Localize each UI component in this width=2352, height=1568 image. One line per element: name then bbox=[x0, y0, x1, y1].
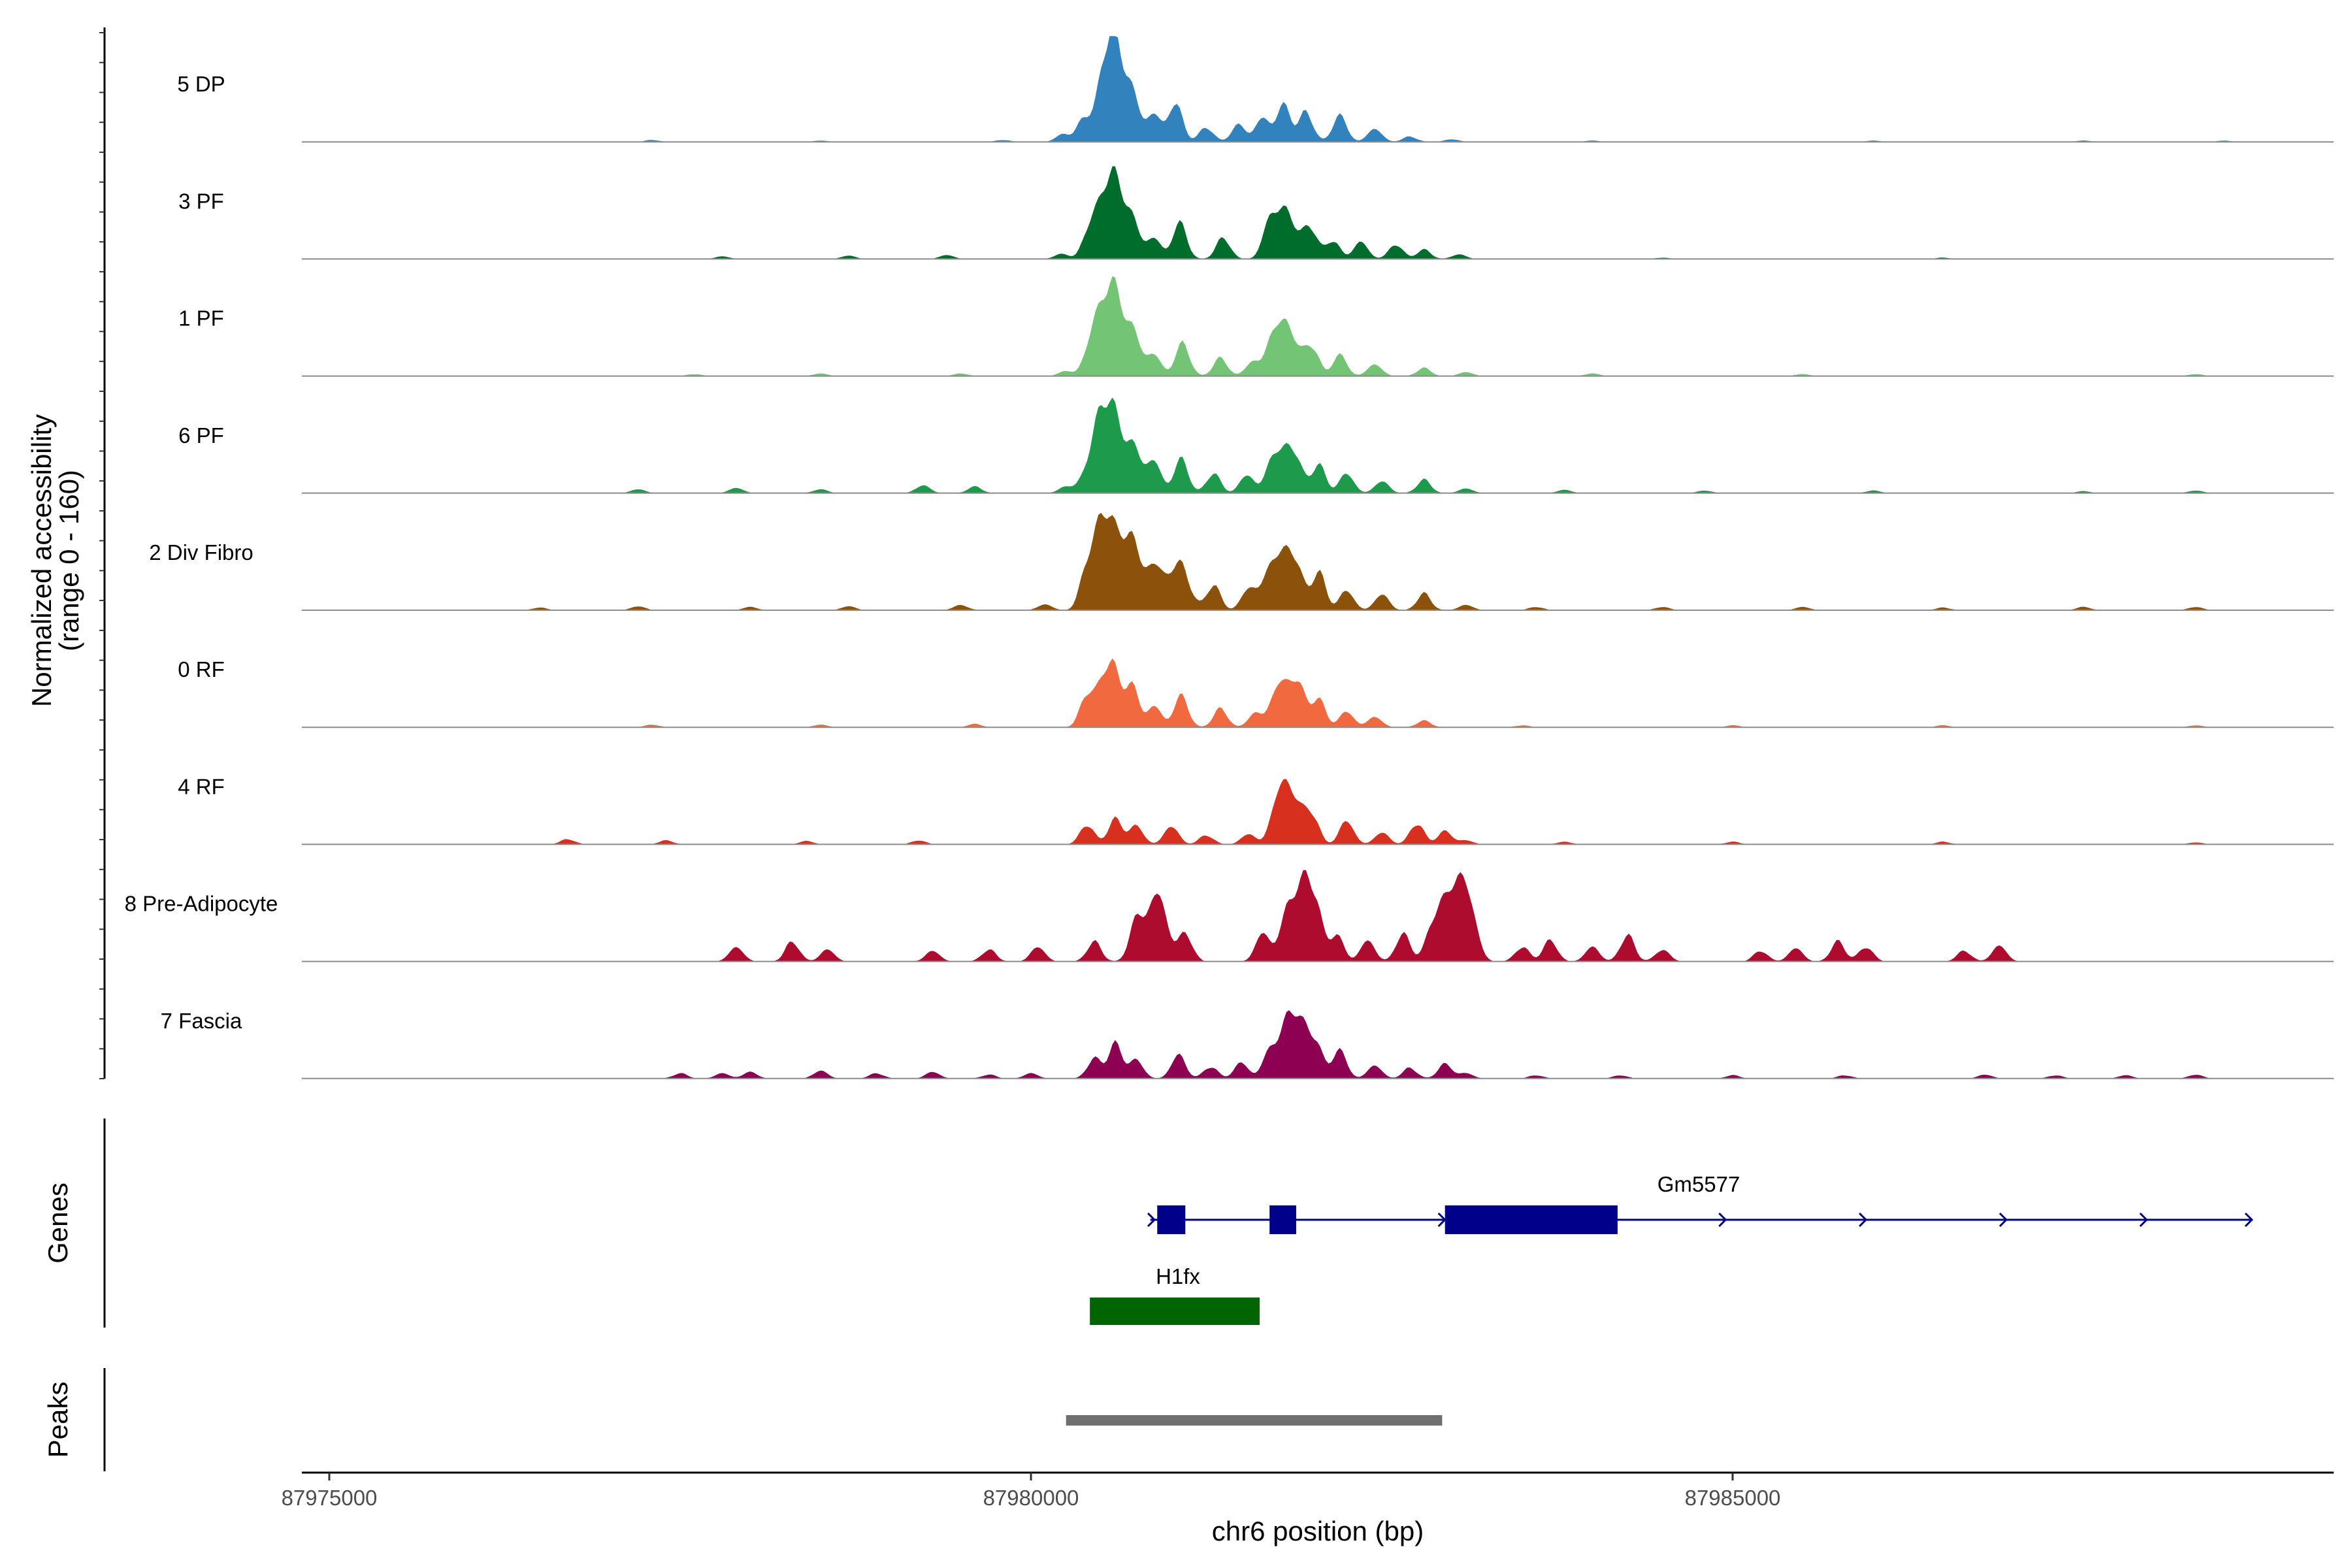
genes-track-title: Genes bbox=[42, 1183, 73, 1264]
coverage-track-5-dp: 5 DP bbox=[177, 36, 2334, 143]
track-label-8-pre-adipocyte: 8 Pre-Adipocyte bbox=[125, 892, 278, 916]
track-label-4-rf: 4 RF bbox=[178, 774, 225, 798]
strand-arrow bbox=[1147, 1212, 1156, 1228]
gene-h1fx: H1fx bbox=[1090, 1264, 1260, 1325]
peaks-track bbox=[1066, 1415, 1443, 1426]
strand-arrow bbox=[2244, 1212, 2253, 1228]
peaks-track-title: Peaks bbox=[42, 1382, 73, 1458]
coverage-track-1-pf: 1 PF bbox=[178, 276, 2334, 377]
coverage-track-3-pf: 3 PF bbox=[178, 166, 2334, 260]
track-label-2-div-fibro: 2 Div Fibro bbox=[149, 540, 253, 564]
peak-region bbox=[1066, 1415, 1443, 1426]
coverage-track-2-div-fibro: 2 Div Fibro bbox=[149, 513, 2334, 611]
coverage-track-6-pf: 6 PF bbox=[178, 397, 2334, 494]
y-axis-title-line-1: Normalized accessibility bbox=[26, 414, 57, 707]
x-tick-label: 87985000 bbox=[1685, 1486, 1781, 1510]
x-tick-label: 87980000 bbox=[983, 1486, 1079, 1510]
track-label-0-rf: 0 RF bbox=[178, 657, 225, 681]
gene-exon bbox=[1157, 1205, 1186, 1234]
strand-arrow bbox=[1437, 1212, 1446, 1228]
coverage-track-7-fascia: 7 Fascia bbox=[161, 1009, 2334, 1079]
coverage-track-8-pre-adipocyte: 8 Pre-Adipocyte bbox=[125, 870, 2334, 962]
genes-track: Gm5577 H1fx bbox=[1090, 1172, 2253, 1325]
gene-exon bbox=[1445, 1205, 1618, 1234]
gene-label-h1fx: H1fx bbox=[1156, 1264, 1200, 1288]
x-axis-ticks: 87975000 87980000 87985000 bbox=[282, 1473, 1781, 1510]
strand-arrow bbox=[2139, 1212, 2148, 1228]
coverage-y-axis bbox=[99, 27, 106, 1079]
strand-arrow bbox=[1858, 1212, 1868, 1228]
y-axis-title-line-2: (range 0 - 160) bbox=[54, 470, 84, 651]
gene-exon bbox=[1269, 1205, 1296, 1234]
gene-label-gm5577: Gm5577 bbox=[1658, 1172, 1740, 1196]
strand-arrow bbox=[1718, 1212, 1727, 1228]
track-label-3-pf: 3 PF bbox=[178, 189, 224, 213]
track-label-7-fascia: 7 Fascia bbox=[161, 1009, 242, 1033]
coverage-tracks: 5 DP 3 PF 1 PF 6 PF 2 Div Fibro 0 RF 4 RF 8 Pre… bbox=[125, 36, 2334, 1079]
track-label-6-pf: 6 PF bbox=[178, 423, 224, 448]
gene-exon bbox=[1090, 1298, 1260, 1325]
coverage-track-0-rf: 0 RF bbox=[178, 657, 2334, 728]
x-tick-label: 87975000 bbox=[282, 1486, 378, 1510]
track-label-5-dp: 5 DP bbox=[177, 72, 225, 96]
x-axis-title: chr6 position (bp) bbox=[1212, 1516, 1424, 1546]
coverage-track-4-rf: 4 RF bbox=[178, 774, 2334, 845]
strand-arrow bbox=[1999, 1212, 2008, 1228]
track-label-1-pf: 1 PF bbox=[178, 306, 224, 331]
gene-gm5577: Gm5577 bbox=[1147, 1172, 2253, 1234]
